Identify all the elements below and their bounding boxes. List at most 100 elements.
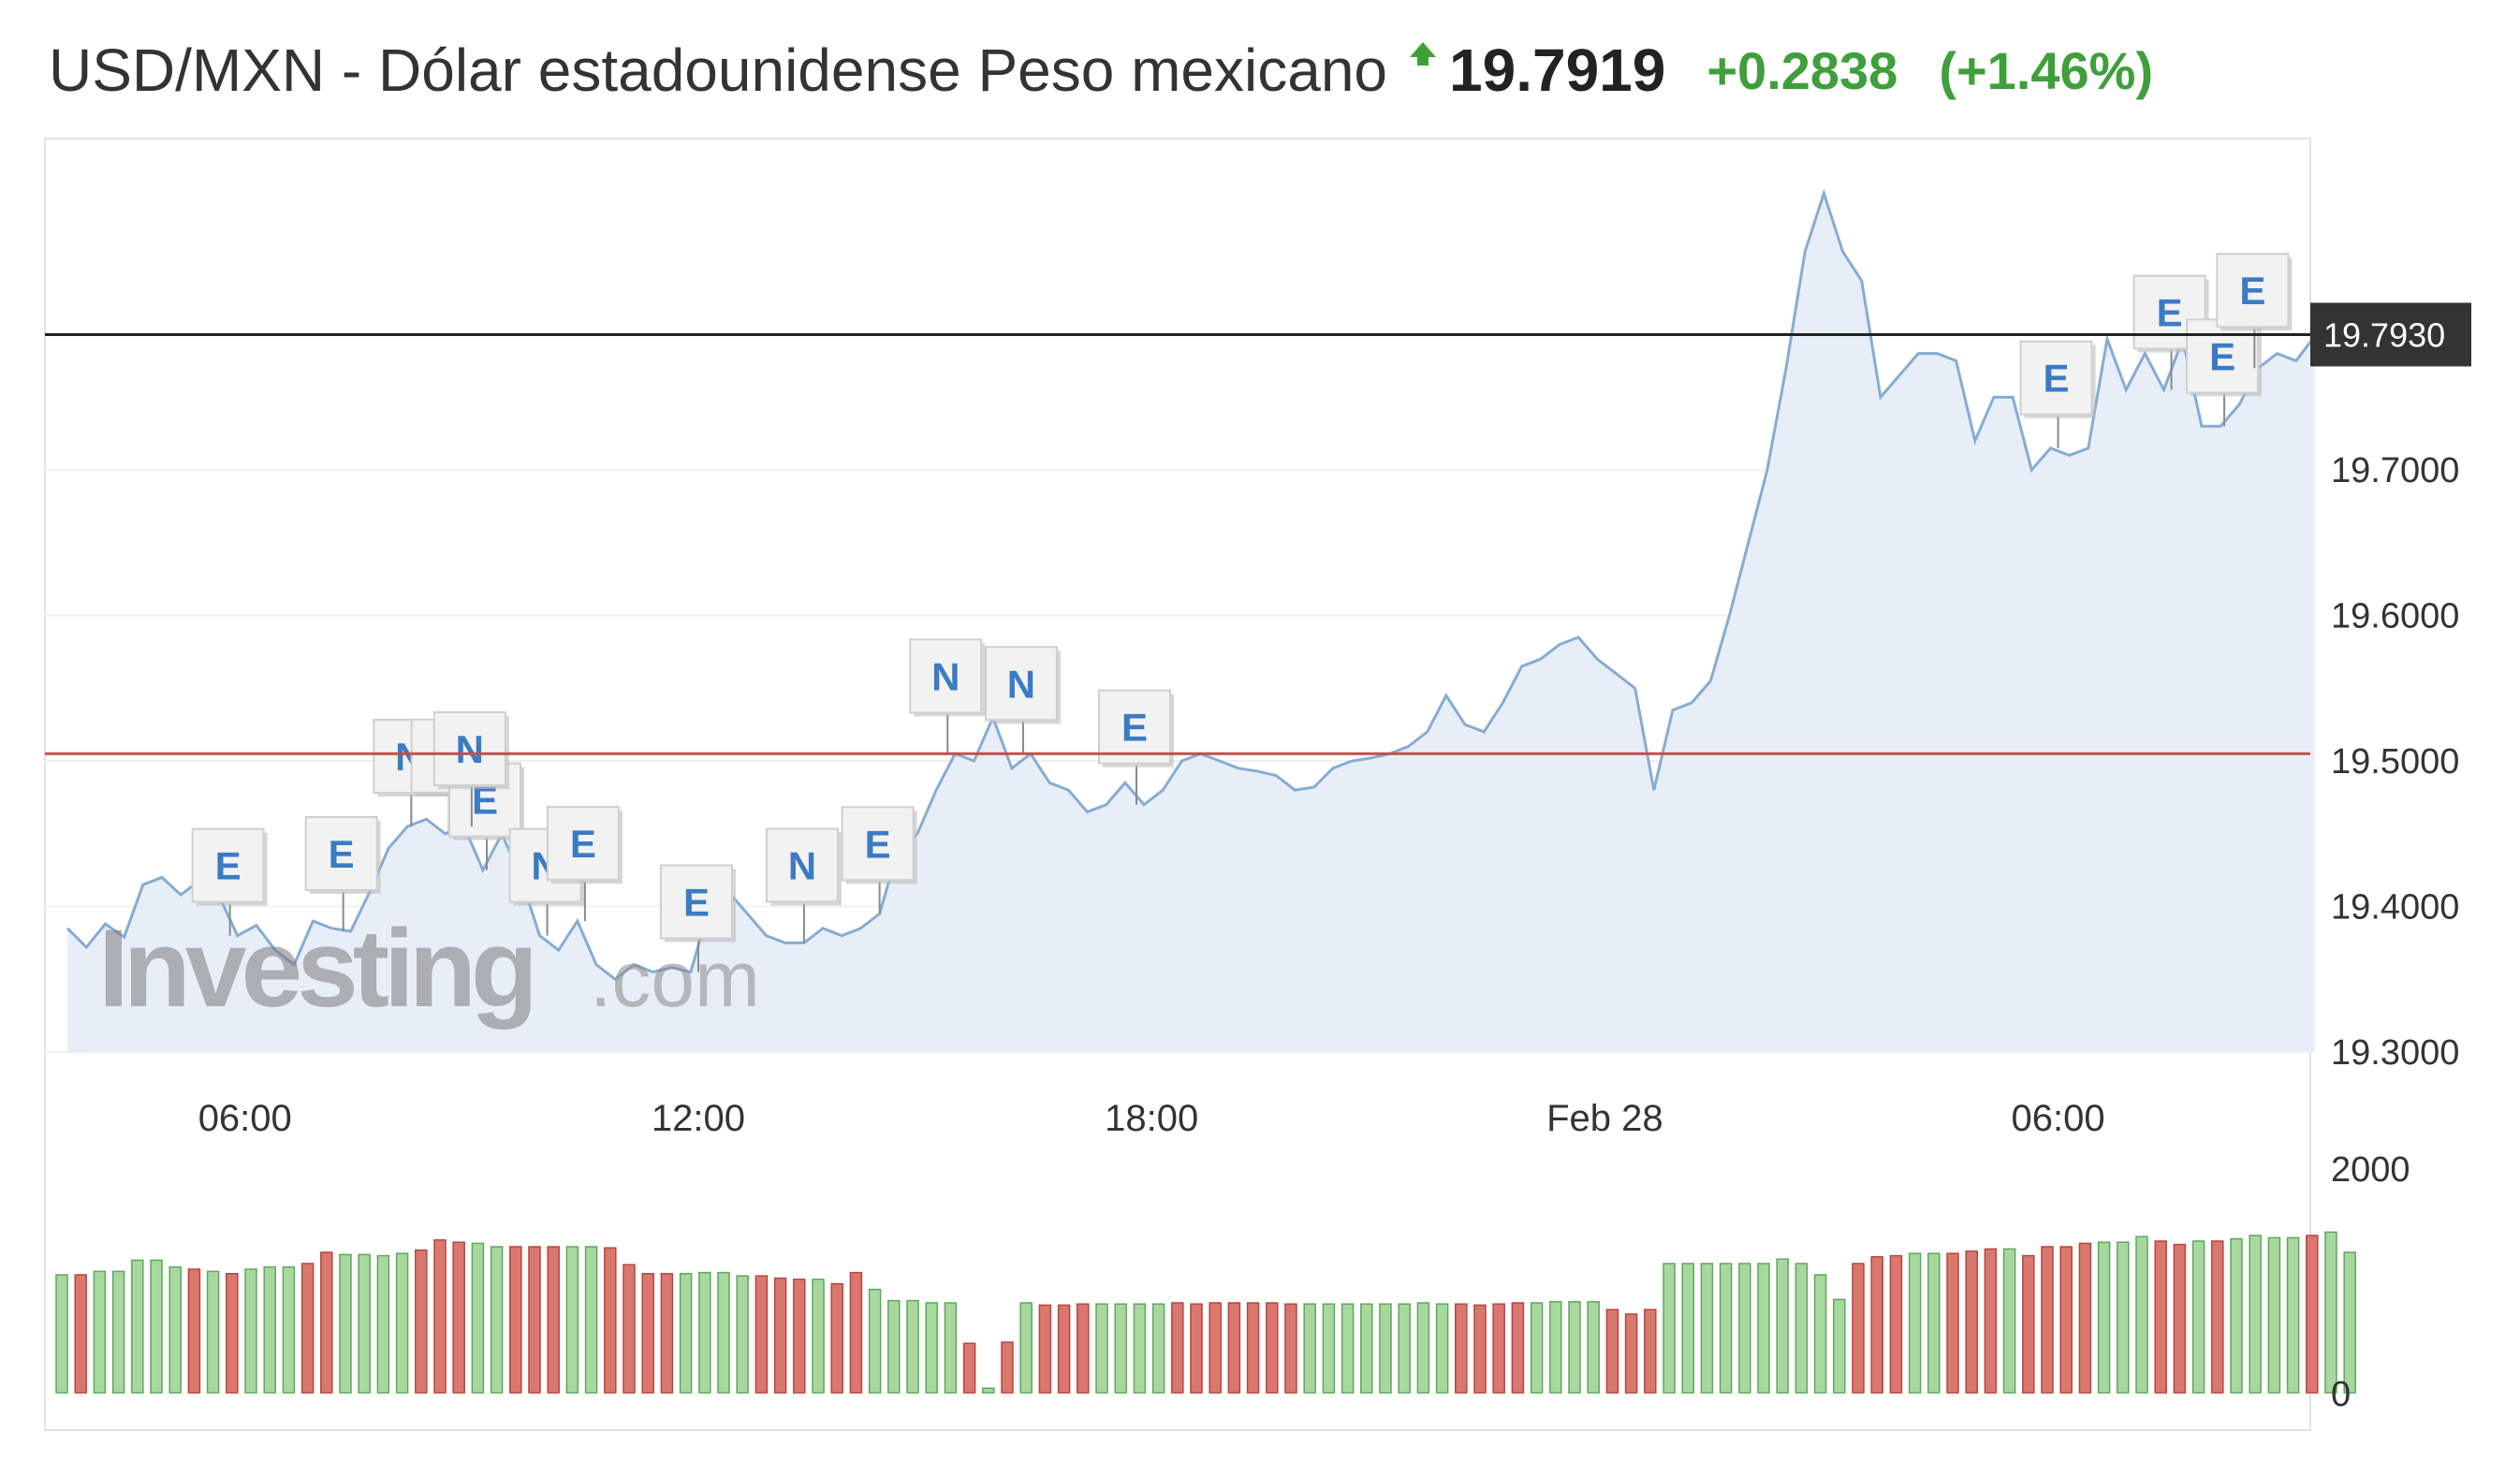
- marker-box: [304, 815, 378, 891]
- volume-bar-down: [1190, 1303, 1203, 1394]
- volume-bar-down: [1852, 1263, 1865, 1394]
- volume-bar-down: [2211, 1240, 2224, 1394]
- volume-bar-up: [2097, 1241, 2111, 1394]
- marker-label: N: [788, 843, 816, 887]
- volume-bar-down: [1624, 1313, 1638, 1394]
- marker-label: E: [570, 822, 596, 866]
- volume-bar-up: [1719, 1263, 1733, 1394]
- event-marker-e: E: [546, 806, 623, 922]
- volume-bar-down: [226, 1273, 239, 1394]
- volume-bar-up: [717, 1271, 730, 1394]
- up-arrow-icon: [1410, 42, 1436, 66]
- volume-bar-up: [1757, 1263, 1770, 1394]
- price-line: [66, 188, 2317, 982]
- volume-bar-up: [1322, 1303, 1336, 1394]
- volume-bar-up: [868, 1288, 882, 1394]
- volume-bar-down: [2306, 1235, 2319, 1394]
- volume-bar-up: [1813, 1274, 1827, 1394]
- volume-bar-up: [1681, 1263, 1694, 1394]
- volume-bar-down: [604, 1247, 617, 1394]
- volume-axis-labels: 0 2000: [2331, 1150, 2410, 1414]
- volume-bar-up: [339, 1253, 352, 1394]
- volume-bar-down: [962, 1342, 976, 1394]
- volume-bar-up: [679, 1273, 693, 1394]
- svg-text:Investing: Investing: [98, 907, 533, 1031]
- volume-bar-down: [415, 1249, 428, 1394]
- volume-bar-down: [2059, 1246, 2073, 1394]
- volume-bar-up: [698, 1271, 711, 1394]
- marker-box: [2019, 340, 2093, 416]
- y-axis-labels: 19.3000 19.4000 19.5000 19.6000 19.7000: [2331, 451, 2459, 1073]
- volume-bar-down: [1001, 1341, 1014, 1394]
- volume-bar-down: [1209, 1302, 1222, 1394]
- marker-label: E: [2044, 357, 2070, 401]
- volume-bar-up: [395, 1252, 409, 1394]
- x-tick-label: Feb 28: [1546, 1098, 1663, 1139]
- volume-bar-down: [433, 1239, 447, 1394]
- x-tick-label: 06:00: [198, 1098, 292, 1139]
- volume-bar-up: [1908, 1252, 1922, 1394]
- x-tick-label: 12:00: [652, 1098, 745, 1139]
- volume-bar-up: [1549, 1301, 1562, 1394]
- volume-bar-up: [111, 1270, 125, 1394]
- volume-bar-down: [1171, 1302, 1184, 1394]
- volume-bar-up: [358, 1253, 371, 1394]
- volume-bar-down: [1266, 1302, 1279, 1394]
- volume-bar-up: [1341, 1303, 1355, 1394]
- volume-bar-up: [1700, 1263, 1714, 1394]
- volume-bar-up: [1833, 1298, 1846, 1394]
- volume-bar-up: [1435, 1303, 1449, 1394]
- price-change-percent: (+1.46%): [1939, 40, 2154, 100]
- volume-bar-up: [2343, 1251, 2356, 1394]
- volume-bar-up: [376, 1254, 390, 1394]
- current-price-box: [2310, 302, 2471, 367]
- instrument-title: USD/MXN - Dólar estadounidense Peso mexi…: [49, 37, 1387, 104]
- x-tick-label: 18:00: [1105, 1098, 1198, 1139]
- volume-bar-down: [1605, 1308, 1619, 1394]
- event-marker-e: E: [841, 806, 917, 914]
- volume-bar-up: [1738, 1263, 1751, 1394]
- volume-bar-up: [1568, 1301, 1581, 1394]
- volume-bar-up: [2286, 1236, 2300, 1394]
- volume-bar-up: [1776, 1258, 1789, 1394]
- volume-bar-down: [830, 1282, 843, 1394]
- volume-bar-up: [736, 1275, 749, 1394]
- volume-bar-down: [1492, 1303, 1505, 1394]
- quote-header: USD/MXN - Dólar estadounidense Peso mexi…: [49, 28, 2153, 112]
- event-marker-n: N: [909, 638, 986, 754]
- marker-box: [2216, 253, 2290, 329]
- volume-bar-up: [1133, 1303, 1147, 1394]
- x-axis-labels: 06:00 12:00 18:00 Feb 28 06:00: [198, 1098, 2105, 1139]
- volume-bar-up: [150, 1259, 163, 1394]
- marker-label: N: [1007, 662, 1035, 706]
- volume-bar-down: [320, 1251, 333, 1394]
- volume-bar-down: [2041, 1246, 2054, 1394]
- marker-box: [546, 806, 620, 882]
- volume-bar-down: [1644, 1308, 1657, 1394]
- y-tick-label: 19.3000: [2331, 1033, 2459, 1073]
- volume-bar-up: [584, 1246, 598, 1394]
- volume-bar-up: [1416, 1302, 1430, 1394]
- volume-bar-up: [2135, 1235, 2148, 1394]
- event-marker-e: E: [2019, 340, 2096, 448]
- volume-bar-up: [471, 1242, 485, 1394]
- marker-label: E: [2239, 269, 2265, 313]
- marker-box: [1098, 689, 1172, 765]
- volume-bar-up: [1019, 1302, 1033, 1394]
- volume-bar-down: [1284, 1303, 1297, 1394]
- volume-bar-down: [547, 1246, 560, 1394]
- volume-bar-up: [490, 1246, 504, 1394]
- volume-bar-down: [1246, 1302, 1260, 1394]
- y-tick-label: 19.4000: [2331, 888, 2459, 928]
- volume-bar-down: [1455, 1303, 1468, 1394]
- volume-bar-down: [2022, 1254, 2035, 1394]
- volume-tick-label: 0: [2331, 1375, 2351, 1414]
- event-marker-e: E: [1098, 689, 1175, 805]
- volume-bar-down: [1946, 1252, 1959, 1394]
- volume-bar-up: [2230, 1237, 2243, 1394]
- volume-bar-up: [1927, 1252, 1941, 1394]
- volume-bar-up: [812, 1279, 825, 1394]
- marker-label: E: [865, 822, 891, 866]
- volume-bar-down: [2154, 1240, 2167, 1394]
